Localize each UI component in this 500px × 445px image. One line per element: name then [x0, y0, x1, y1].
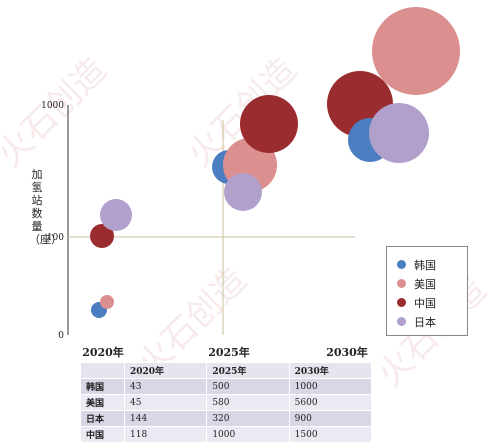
data-table: 2020年 2025年 2030年 韩国 43 500 1000 美国 45 5…: [80, 362, 373, 443]
x-tick-label: 2025年: [208, 345, 250, 359]
table-row-label: 韩国: [80, 378, 125, 395]
table-cell: 900: [288, 410, 373, 427]
bubble-2-0: [90, 224, 114, 248]
x-tick-label: 2020年: [82, 345, 124, 359]
legend-swatch-korea: [397, 260, 406, 269]
watermark-text: 火石创造: [0, 50, 114, 174]
table-row-label: 中国: [80, 426, 125, 443]
y-tick-label: 100: [47, 233, 64, 243]
y-tick-label: 1000: [41, 101, 64, 111]
table-cell: 580: [206, 394, 290, 411]
legend-item: 中国: [397, 293, 467, 312]
table-cell: 1500: [288, 426, 373, 443]
bubble-3-1: [224, 173, 262, 211]
table-header-cell: 2030年: [288, 362, 373, 379]
watermark-layer: 火石创造火石创造火石创造火石创造: [0, 50, 494, 394]
legend-item: 美国: [397, 274, 467, 293]
table-cell: 5600: [288, 394, 373, 411]
table-cell: 320: [206, 410, 290, 427]
table-cell: 1000: [206, 426, 290, 443]
table-cell: 45: [123, 394, 208, 411]
bubble-2-1: [240, 95, 298, 153]
table-cell: 144: [123, 410, 208, 427]
legend-label: 日本: [414, 315, 436, 329]
legend-swatch-japan: [397, 317, 406, 326]
table-header-row: 2020年 2025年 2030年: [80, 362, 373, 379]
bubble-3-2: [369, 103, 429, 163]
table-cell: 1000: [288, 378, 373, 395]
table-cell: 500: [206, 378, 290, 395]
legend-swatch-usa: [397, 279, 406, 288]
table-cell: 43: [123, 378, 208, 395]
bubble-1-2: [372, 7, 460, 95]
table-row: 美国 45 580 5600: [80, 394, 373, 411]
x-tick-label: 2030年: [326, 345, 368, 359]
y-axis-label: 加氢站数量（座）: [29, 168, 62, 246]
table-row: 日本 144 320 900: [80, 410, 373, 427]
y-tick-label: 0: [58, 331, 64, 341]
legend: 韩国 美国 中国 日本: [386, 246, 468, 336]
legend-item: 韩国: [397, 255, 467, 274]
table-cell: 118: [123, 426, 208, 443]
bubbles: [90, 7, 460, 318]
legend-label: 美国: [414, 277, 436, 291]
x-ticks: 2020年 2025年 2030年: [82, 345, 368, 359]
bubble-3-0: [100, 199, 132, 231]
legend-swatch-china: [397, 298, 406, 307]
table-header-cell: 2025年: [206, 362, 290, 379]
legend-label: 韩国: [414, 258, 436, 272]
legend-label: 中国: [414, 296, 436, 310]
bubble-1-0: [100, 295, 114, 309]
table-row: 韩国 43 500 1000: [80, 378, 373, 395]
table-header-cell: 2020年: [123, 362, 208, 379]
y-ticks: 0 100 1000: [41, 101, 64, 341]
table-row-label: 美国: [80, 394, 125, 411]
legend-item: 日本: [397, 312, 467, 331]
table-row-label: 日本: [80, 410, 125, 427]
table-row: 中国 118 1000 1500: [80, 426, 373, 443]
table-header-cell: [80, 362, 125, 379]
